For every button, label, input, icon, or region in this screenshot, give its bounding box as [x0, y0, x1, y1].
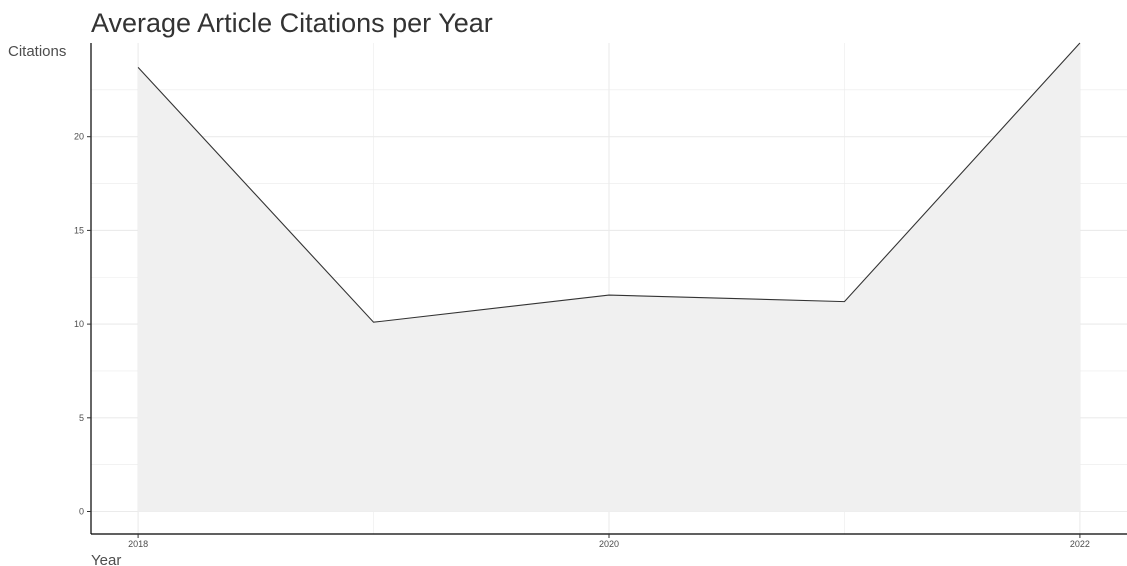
- x-tick-label: 2022: [1070, 539, 1090, 549]
- x-ticks: 2018 2020 2022: [128, 534, 1090, 549]
- y-tick-label: 5: [79, 413, 84, 423]
- series-line: [137, 42, 1081, 323]
- area-fill: [138, 43, 1080, 512]
- y-axis-title: Citations: [8, 43, 66, 60]
- x-tick-label: 2020: [599, 539, 619, 549]
- chart-title: Average Article Citations per Year: [91, 8, 493, 38]
- y-tick-label: 20: [74, 132, 84, 142]
- x-axis-title: Year: [91, 552, 121, 566]
- y-tick-label: 10: [74, 319, 84, 329]
- y-ticks: 0 5 10 15 20: [74, 132, 91, 517]
- y-tick-label: 15: [74, 225, 84, 235]
- x-tick-label: 2018: [128, 539, 148, 549]
- y-tick-label: 0: [79, 507, 84, 517]
